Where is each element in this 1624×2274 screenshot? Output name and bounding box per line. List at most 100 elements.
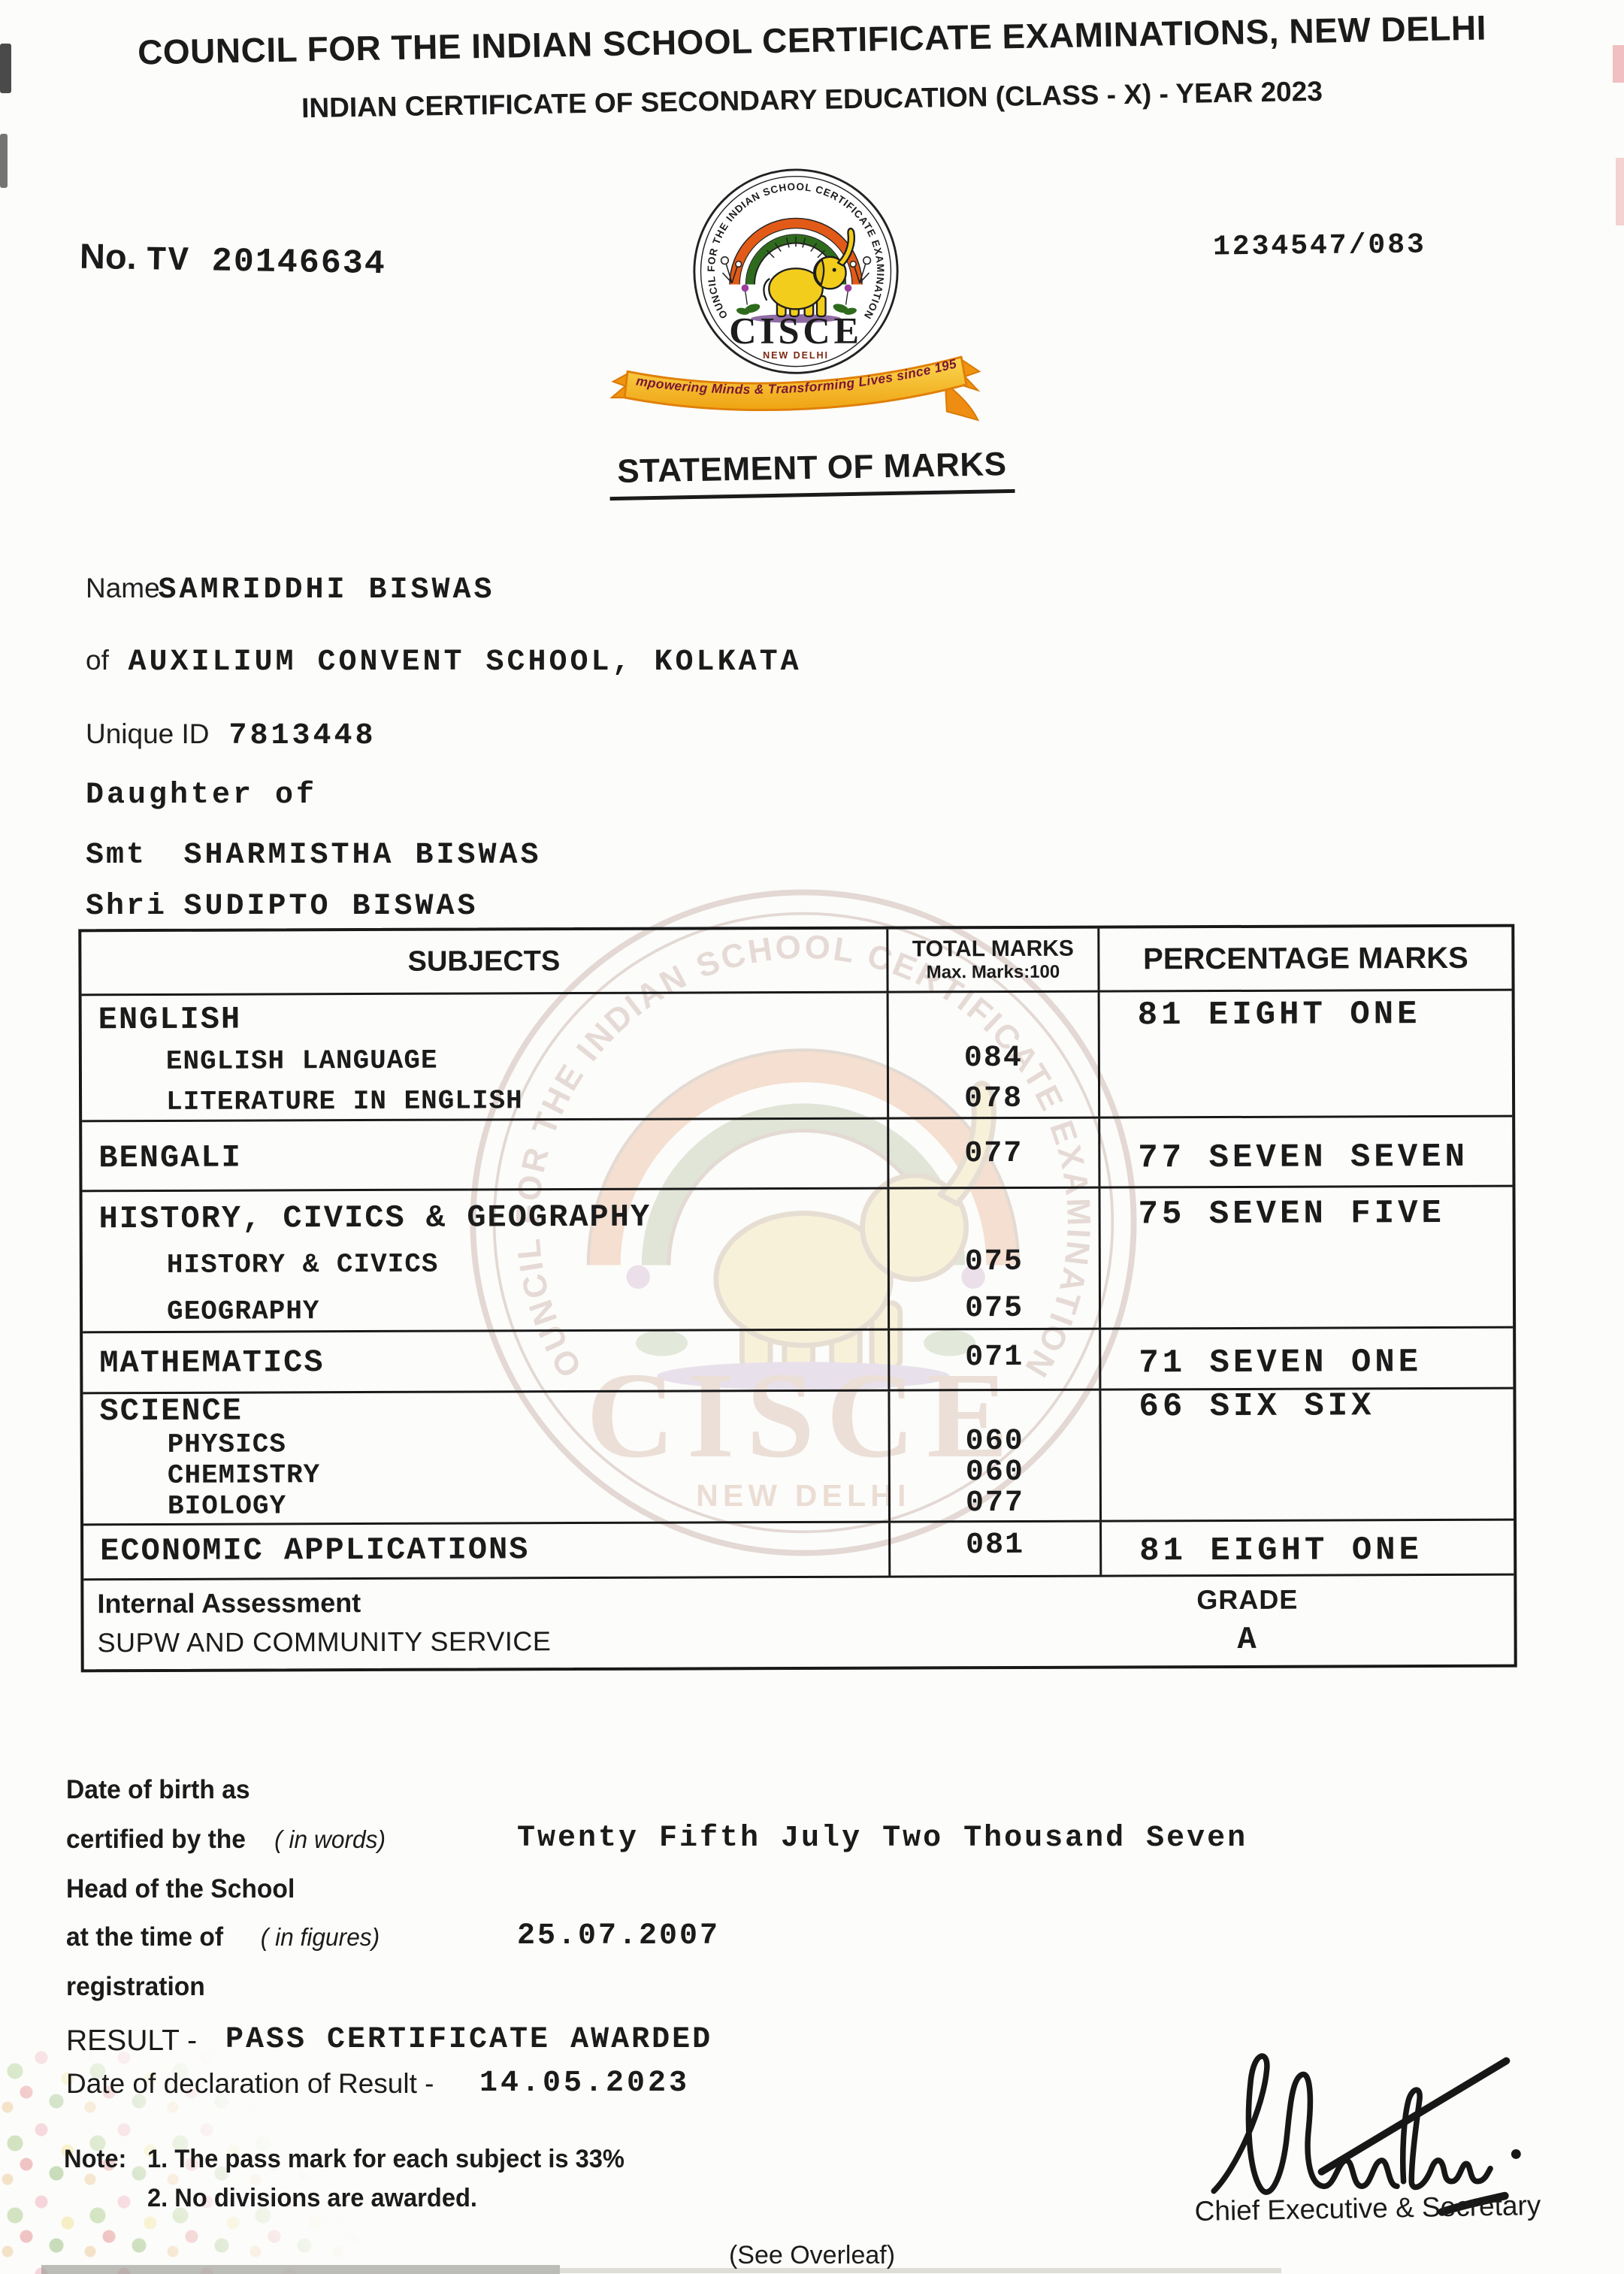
mother-name: SHARMISTHA BISWAS <box>183 839 542 872</box>
seal-watermark: COUNCIL FOR THE INDIAN SCHOOL CERTIFICAT… <box>449 869 1137 1556</box>
note-label: Note: <box>64 2145 127 2173</box>
header-total-marks-line1: TOTAL MARKS <box>912 936 1074 962</box>
dob-in-words: Twenty Fifth July Two Thousand Seven <box>517 1822 1248 1855</box>
student-name: SAMRIDDHI BISWAS <box>158 573 495 607</box>
table-header-row: SUBJECTS TOTAL MARKS Max. Marks:100 PERC… <box>81 927 1511 994</box>
in-figures-label: ( in figures) <box>260 1923 380 1951</box>
table-row-bengali: BENGALI 077 77 SEVEN SEVEN <box>82 1114 1513 1190</box>
subject-component: CHEMISTRY <box>167 1459 321 1491</box>
tree-right <box>849 256 872 284</box>
signatory-title: Chief Executive & Secretary <box>1194 2189 1541 2227</box>
subject-title: MATHEMATICS <box>99 1344 325 1382</box>
dob-label-2: certified by the ( in words) <box>66 1825 386 1855</box>
dob-label-1: Date of birth as <box>66 1775 250 1804</box>
result-label: RESULT - <box>66 2025 198 2057</box>
mother-label: Smt <box>86 839 147 872</box>
father-name: SUDIPTO BISWAS <box>183 890 479 924</box>
scan-bottom-strip <box>560 2268 1281 2273</box>
table-row-mathematics: MATHEMATICS 071 71 SEVEN ONE <box>83 1326 1514 1393</box>
subject-component: HISTORY & CIVICS <box>166 1248 439 1281</box>
subject-title: SCIENCE <box>99 1393 243 1430</box>
signature-scrawl <box>1211 2053 1521 2216</box>
seal: COUNCIL FOR THE INDIAN SCHOOL CERTIFICAT… <box>607 164 899 374</box>
dob-label-4: at the time of ( in figures) <box>66 1922 380 1952</box>
subject-marks: 071 <box>965 1340 1024 1375</box>
internal-assessment-name: SUPW AND COMMUNITY SERVICE <box>97 1625 552 1659</box>
note-item-2: 2. No divisions are awarded. <box>147 2184 477 2212</box>
percentage-marks: 77 SEVEN SEVEN <box>1138 1138 1469 1178</box>
subject-marks: 077 <box>964 1136 1024 1172</box>
table-row-economic: ECONOMIC APPLICATIONS 081 81 EIGHT ONE <box>83 1518 1514 1579</box>
percentage-marks: 71 SEVEN ONE <box>1139 1344 1423 1383</box>
watermark-acronym: CISCE <box>586 1347 1021 1483</box>
unique-id-label: Unique ID <box>86 718 210 749</box>
component-marks: 077 <box>965 1486 1025 1521</box>
of-label: of <box>86 645 109 676</box>
subject-marks: 081 <box>966 1528 1025 1563</box>
header-total-marks: TOTAL MARKS Max. Marks:100 <box>888 928 1100 991</box>
father-label: Shri <box>86 890 168 924</box>
see-overleaf: (See Overleaf) <box>728 2241 896 2269</box>
header-subjects: SUBJECTS <box>81 929 889 994</box>
percentage-marks: 75 SEVEN FIVE <box>1138 1194 1445 1234</box>
internal-assessment-label: Internal Assessment <box>97 1587 361 1619</box>
subject-component: ENGLISH LANGUAGE <box>165 1045 438 1077</box>
certificate-number-label: No. <box>79 235 138 277</box>
floral-watermark-corner <box>0 2049 571 2274</box>
note-item-1: 1. The pass mark for each subject is 33% <box>147 2145 624 2173</box>
seal-city: NEW DELHI <box>763 350 829 361</box>
subject-title: HISTORY, CIVICS & GEOGRAPHY <box>98 1199 652 1238</box>
component-marks: 075 <box>964 1291 1024 1326</box>
dob-label-2-text: certified by the <box>66 1825 246 1854</box>
declaration-label: Date of declaration of Result - <box>66 2068 434 2099</box>
table-row-internal-assessment: Internal Assessment SUPW AND COMMUNITY S… <box>83 1573 1514 1670</box>
unique-id-row: Unique ID 7813448 <box>86 718 376 753</box>
percentage-marks: 81 EIGHT ONE <box>1139 1532 1423 1571</box>
scan-edge-mark <box>1616 158 1624 225</box>
name-label: Name <box>86 573 160 603</box>
subject-component: PHYSICS <box>167 1429 286 1460</box>
certificate-number-value: TV 20146634 <box>146 241 387 284</box>
subject-component: GEOGRAPHY <box>166 1295 320 1327</box>
father-row: Shri SUDIPTO BISWAS <box>86 890 479 924</box>
scan-edge-mark <box>0 44 11 93</box>
dob-label-5: registration <box>66 1972 205 2001</box>
subject-title: ENGLISH <box>98 1001 242 1039</box>
header-percentage: PERCENTAGE MARKS <box>1143 941 1468 975</box>
subject-title: BENGALI <box>98 1139 242 1177</box>
table-row-hcg: HISTORY, CIVICS & GEOGRAPHY HISTORY & CI… <box>82 1184 1514 1332</box>
cisce-logo: COUNCIL FOR THE INDIAN SCHOOL CERTIFICAT… <box>607 164 981 422</box>
tree-left <box>720 256 742 284</box>
dob-label-4-text: at the time of <box>66 1922 224 1952</box>
component-marks: 060 <box>965 1424 1024 1459</box>
exam-title: INDIAN CERTIFICATE OF SECONDARY EDUCATIO… <box>301 75 1323 124</box>
certificate-number: No. TV 20146634 <box>80 235 387 283</box>
percentage-marks: 66 SIX SIX <box>1139 1387 1375 1426</box>
foliage <box>736 284 857 315</box>
elephant <box>763 228 856 318</box>
in-words-label: ( in words) <box>274 1825 386 1853</box>
student-name-row: Name SAMRIDDHI BISWAS <box>86 573 495 607</box>
table-row-english: ENGLISH ENGLISH LANGUAGE LITERATURE IN E… <box>81 988 1513 1120</box>
relation-label: Daughter of <box>86 779 318 812</box>
mother-row: Smt SHARMISTHA BISWAS <box>86 839 542 872</box>
dob-in-figures: 25.07.2007 <box>517 1919 721 1953</box>
council-title: COUNCIL FOR THE INDIAN SCHOOL CERTIFICAT… <box>137 8 1487 72</box>
unique-id: 7813448 <box>228 719 377 753</box>
school-name: AUXILIUM CONVENT SCHOOL, KOLKATA <box>128 646 802 679</box>
doc-title: STATEMENT OF MARKS <box>609 445 1015 501</box>
subject-title: ECONOMIC APPLICATIONS <box>100 1532 530 1570</box>
grade-value: A <box>1237 1621 1258 1658</box>
school-row: of AUXILIUM CONVENT SCHOOL, KOLKATA <box>86 645 802 679</box>
header-max-marks: Max. Marks:100 <box>926 962 1060 983</box>
declaration-date: 14.05.2023 <box>479 2067 691 2100</box>
scan-edge-mark <box>0 134 8 188</box>
seal-acronym: CISCE <box>729 310 863 352</box>
percentage-marks: 81 EIGHT ONE <box>1137 996 1421 1035</box>
scan-bottom-strip <box>41 2265 560 2274</box>
component-marks: 084 <box>963 1041 1023 1075</box>
component-marks: 078 <box>963 1081 1024 1116</box>
subject-component: BIOLOGY <box>167 1490 287 1522</box>
watermark-city: NEW DELHI <box>696 1478 911 1513</box>
